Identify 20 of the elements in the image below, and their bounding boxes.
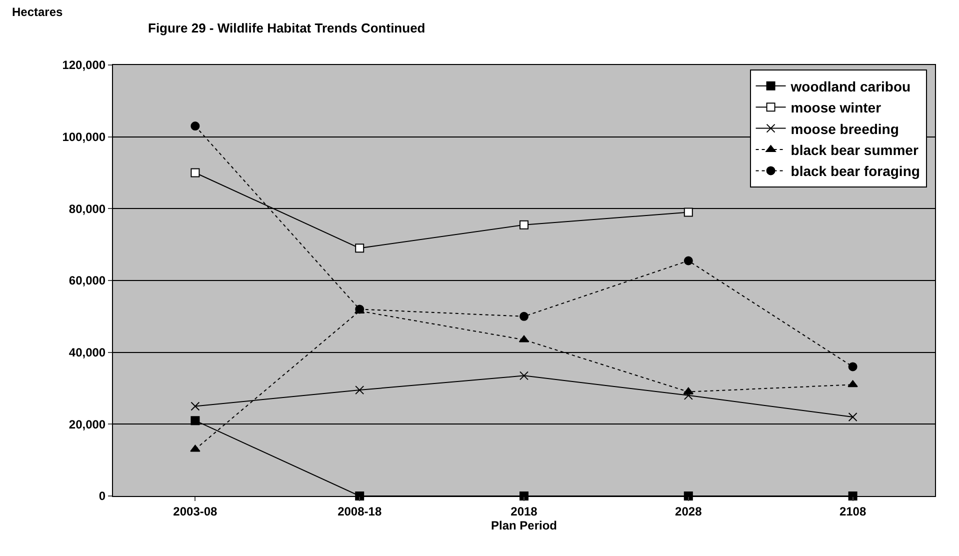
y-tick-label: 120,000	[62, 58, 106, 72]
y-axis-title: Hectares	[12, 5, 64, 19]
x-tick-label: 2028	[675, 504, 702, 518]
legend-label: moose winter	[790, 100, 882, 116]
legend-label: woodland caribou	[790, 78, 911, 94]
y-tick-label: 60,000	[68, 274, 106, 288]
y-tick-label: 100,000	[62, 130, 106, 144]
y-tick-label: 80,000	[68, 202, 106, 216]
chart-title: Figure 29 - Wildlife Habitat Trends Continued	[148, 20, 426, 36]
legend-label: black bear foraging	[790, 163, 920, 180]
x-tick-label: 2018	[510, 504, 538, 518]
y-tick-label: 0	[98, 489, 106, 504]
x-tick-label: 2003-08	[173, 504, 218, 518]
legend-label: black bear summer	[790, 142, 919, 158]
legend-label: moose breeding	[790, 120, 899, 137]
y-tick-label: 40,000	[68, 346, 106, 360]
y-tick-label: 20,000	[68, 417, 106, 432]
x-tick-label: 2108	[839, 504, 866, 518]
x-tick-label: 2008-18	[338, 504, 382, 518]
x-axis-title: Plan Period	[490, 518, 558, 532]
